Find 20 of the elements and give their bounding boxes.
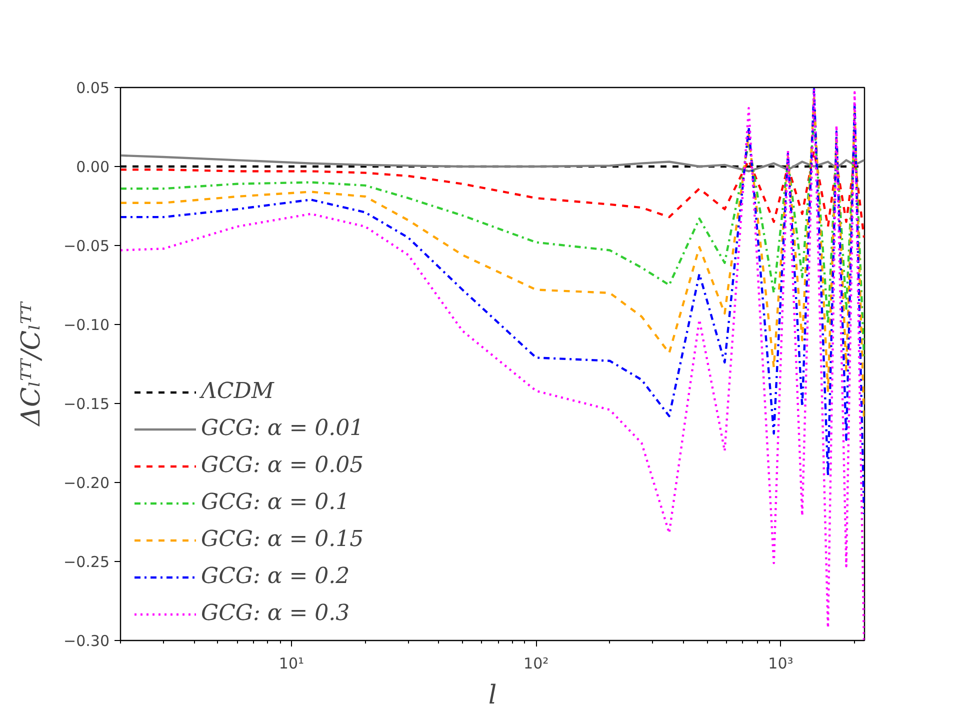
y-tick-label: 0.00 [76, 158, 110, 176]
y-tick-label: −0.30 [64, 632, 110, 650]
y-tick-label: −0.05 [64, 237, 110, 255]
legend-label: GCG: α = 0.01 [201, 416, 364, 441]
x-tick-label: 10¹ [278, 654, 304, 672]
legend-label: GCG: α = 0.15 [201, 527, 364, 552]
y-tick-label: −0.25 [64, 553, 110, 571]
y-tick-label: −0.10 [64, 316, 110, 334]
x-tick-label: 10² [524, 654, 549, 672]
y-axis-title: ΔCₗᵀᵀ/Cₗᵀᵀ [16, 301, 47, 427]
x-tick-label: 10³ [768, 654, 794, 672]
legend-label: GCG: α = 0.1 [201, 490, 350, 515]
legend-label: GCG: α = 0.05 [201, 453, 364, 478]
y-tick-label: 0.05 [76, 79, 110, 97]
x-axis-title: l [488, 680, 497, 710]
y-tick-label: −0.20 [64, 474, 110, 492]
y-tick-label: −0.15 [64, 395, 110, 413]
legend-label: ΛCDM [201, 379, 274, 404]
legend-label: GCG: α = 0.2 [201, 564, 350, 589]
legend-label: GCG: α = 0.3 [201, 601, 350, 626]
